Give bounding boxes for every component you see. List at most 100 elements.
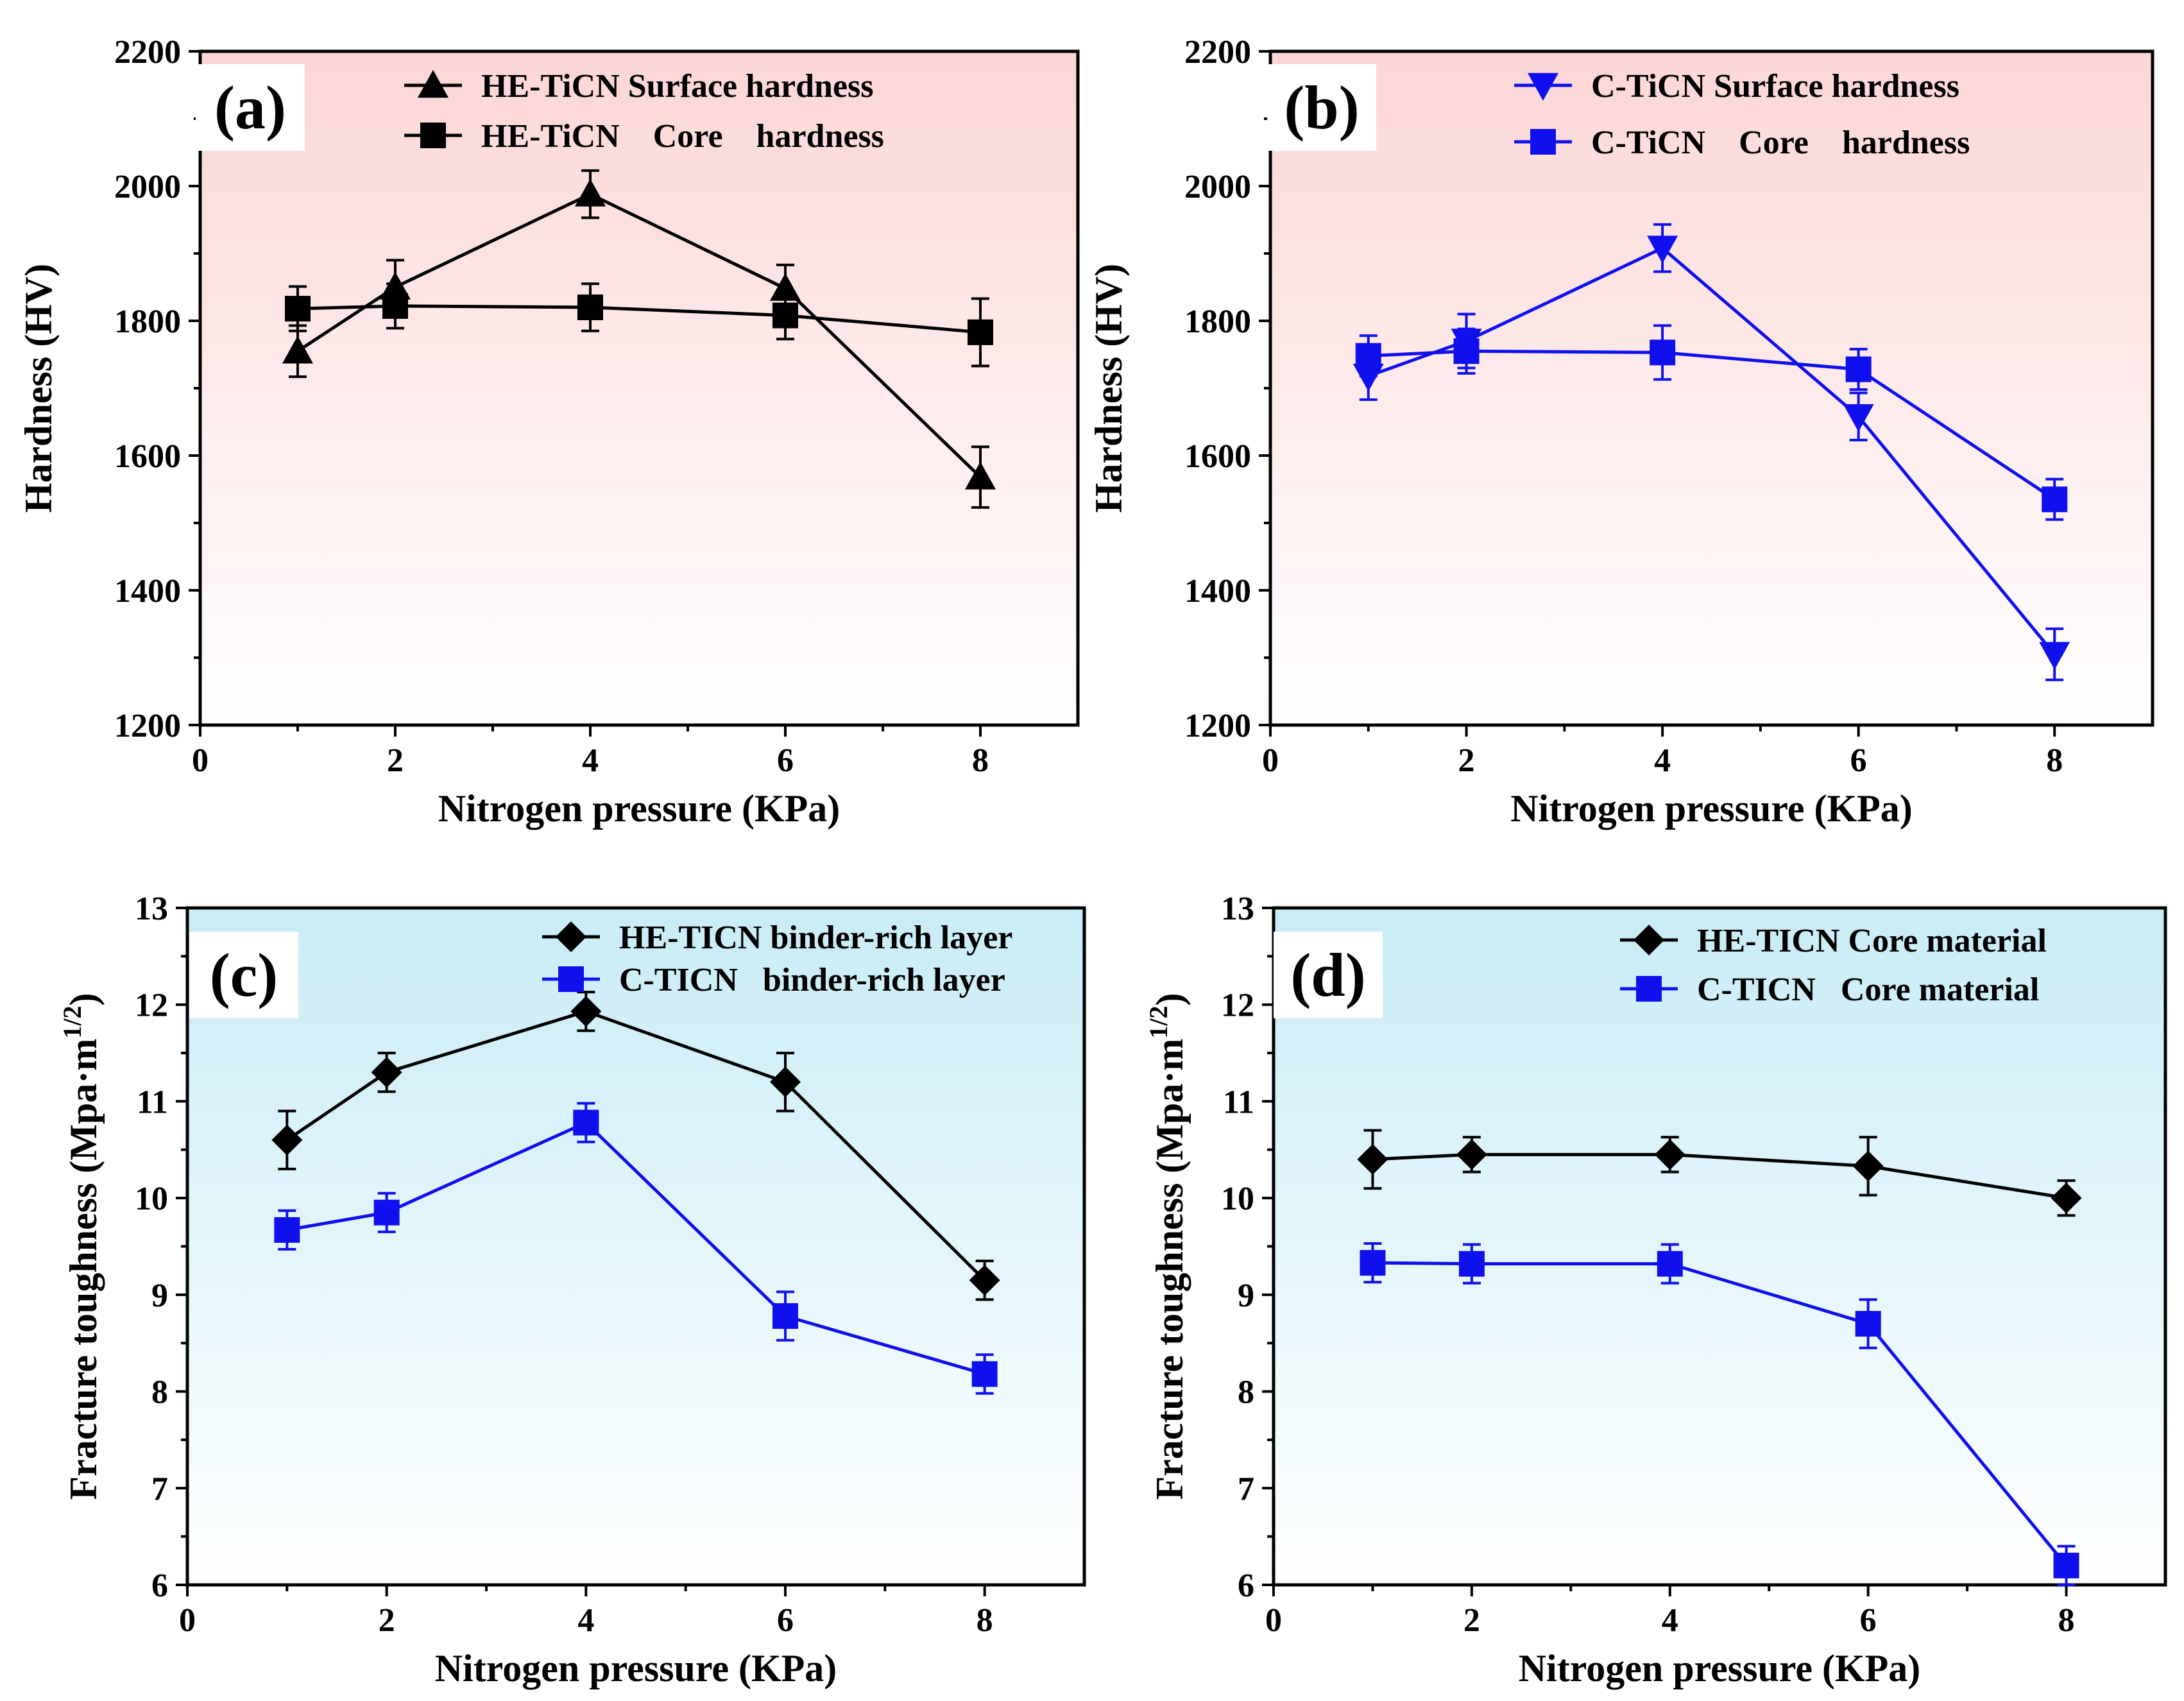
- legend-marker: [1636, 976, 1662, 1002]
- data-point: [1360, 1250, 1386, 1276]
- y-tick-label: 10: [1221, 1181, 1254, 1217]
- x-tick-label: 6: [1850, 742, 1867, 779]
- x-tick-label: 2: [1458, 742, 1475, 779]
- y-axis-label: Hardness (HV): [1088, 264, 1130, 513]
- series-c-1: [274, 1102, 998, 1395]
- y-tick-label: 11: [137, 1084, 168, 1120]
- y-tick-label: 6: [1238, 1568, 1254, 1604]
- x-tick-label: 6: [1860, 1602, 1877, 1639]
- data-point: [1657, 1251, 1683, 1277]
- x-tick-label: 4: [577, 1602, 594, 1639]
- data-point: [1654, 1139, 1685, 1170]
- y-tick-label: 8: [151, 1374, 168, 1411]
- legend-marker: [1528, 73, 1558, 101]
- legend-marker: [418, 70, 448, 98]
- panel-letter: (c): [210, 941, 278, 1009]
- y-tick-label: 1600: [114, 438, 181, 475]
- y-tick-label: 7: [151, 1471, 168, 1507]
- y-tick-label: 10: [135, 1181, 168, 1217]
- x-tick-label: 4: [1654, 742, 1671, 779]
- plot-background-a: [200, 51, 1078, 725]
- y-tick-label: 2000: [1184, 169, 1251, 205]
- data-point: [969, 1265, 1000, 1296]
- data-point: [2053, 1552, 2079, 1578]
- data-point: [1458, 1251, 1485, 1277]
- legend-marker: [1634, 925, 1664, 955]
- data-point: [271, 1124, 303, 1156]
- y-axis-label: Hardness (HV): [17, 264, 60, 513]
- series-d-1: [1360, 1242, 2079, 1586]
- legend-entry-a-0: HE-TiCN Surface hardness: [404, 68, 874, 105]
- x-axis-label: Nitrogen pressure (KPa): [1510, 787, 1913, 830]
- legend-entry-a-1: HE-TiCN Core hardness: [404, 118, 884, 155]
- y-tick-label: 1200: [114, 708, 181, 744]
- y-axis-label-superscript: 1/2: [1144, 1006, 1173, 1039]
- data-point: [1357, 1143, 1388, 1175]
- y-tick-label: 2000: [114, 169, 181, 205]
- x-tick-label: 6: [777, 1602, 794, 1639]
- panel-letter-box: [1274, 932, 1383, 1018]
- legend-entry-c-0: HE-TICN binder-rich layer: [542, 919, 1012, 956]
- data-point: [1855, 1311, 1881, 1337]
- x-tick-label: 8: [2058, 1602, 2075, 1639]
- plot-background-b: [1270, 51, 2153, 725]
- data-point: [770, 273, 801, 301]
- y-axis-label-end: ): [62, 993, 105, 1006]
- legend-label: C-TICN binder-rich layer: [619, 962, 1005, 998]
- legend-label: HE-TICN binder-rich layer: [619, 919, 1012, 956]
- panel-c: 0 2 4 6 8 6 7 8 9 10 11 12 13 Nitrogen pressure (KPa)…: [58, 891, 1086, 1689]
- x-tick-label: 4: [582, 742, 599, 779]
- legend-label: HE-TiCN Surface hardness: [481, 68, 874, 105]
- y-tick-label: 11: [1223, 1084, 1254, 1120]
- data-point: [1456, 1139, 1487, 1170]
- series-b-1: [1355, 324, 2068, 521]
- legend-label: HE-TiCN Core hardness: [481, 118, 884, 155]
- legend-marker: [420, 123, 446, 148]
- y-tick-label: 1600: [1184, 438, 1251, 475]
- y-axis-label-end: ): [1148, 993, 1191, 1006]
- x-tick-label: 2: [387, 742, 404, 779]
- y-axis-label-superscript: 1/2: [58, 1006, 87, 1039]
- data-point: [371, 1057, 402, 1088]
- x-axis-label: Nitrogen pressure (KPa): [435, 1647, 837, 1689]
- y-tick-label: 2200: [114, 34, 181, 71]
- data-point: [577, 295, 603, 320]
- data-point: [1650, 339, 1676, 366]
- data-point: [965, 461, 996, 490]
- data-point: [772, 302, 798, 329]
- data-point: [1453, 338, 1480, 364]
- panel-a: 0 2 4 6 8 1200 1400 1600 1800 2000 2200 Nitrogen pr…: [17, 34, 1080, 830]
- data-point: [2042, 486, 2068, 513]
- series-d-0: [1357, 1129, 2082, 1217]
- panel-letter-box: [196, 64, 305, 151]
- y-tick-label: 1800: [114, 303, 181, 340]
- legend-label: C-TiCN Core hardness: [1591, 124, 1970, 161]
- x-tick-label: 2: [1463, 1602, 1480, 1639]
- legend-entry-d-0: HE-TICN Core material: [1620, 923, 2047, 959]
- data-point: [1845, 356, 1872, 382]
- data-point: [382, 293, 408, 319]
- data-point: [2039, 642, 2070, 670]
- y-tick-label: 9: [151, 1278, 168, 1314]
- y-tick-label: 1400: [1184, 573, 1251, 610]
- data-point: [968, 319, 993, 345]
- data-point: [770, 1066, 801, 1098]
- panels-root: 0 2 4 6 8 1200 1400 1600 1800 2000 2200 Nitrogen pr…: [17, 34, 2167, 1689]
- legend-label: C-TiCN Surface hardness: [1591, 68, 1959, 105]
- data-point: [573, 1109, 599, 1136]
- data-point: [282, 336, 313, 364]
- panel-letter-box: [189, 932, 298, 1018]
- legend-label: HE-TICN Core material: [1697, 923, 2047, 959]
- y-axis-label: Fracture toughness (Mpa·m1/2): [1144, 993, 1191, 1500]
- panel-letter: (b): [1284, 73, 1359, 142]
- y-tick-label: 8: [1238, 1374, 1254, 1411]
- data-point: [1852, 1150, 1884, 1182]
- data-point: [1647, 235, 1678, 264]
- y-tick-label: 1200: [1184, 708, 1251, 744]
- panel-letter: (d): [1290, 941, 1365, 1009]
- x-tick-label: 0: [1265, 1602, 1282, 1639]
- series-a-1: [285, 282, 993, 368]
- x-axis-label: Nitrogen pressure (KPa): [1519, 1647, 1921, 1689]
- x-tick-label: 8: [977, 1602, 993, 1639]
